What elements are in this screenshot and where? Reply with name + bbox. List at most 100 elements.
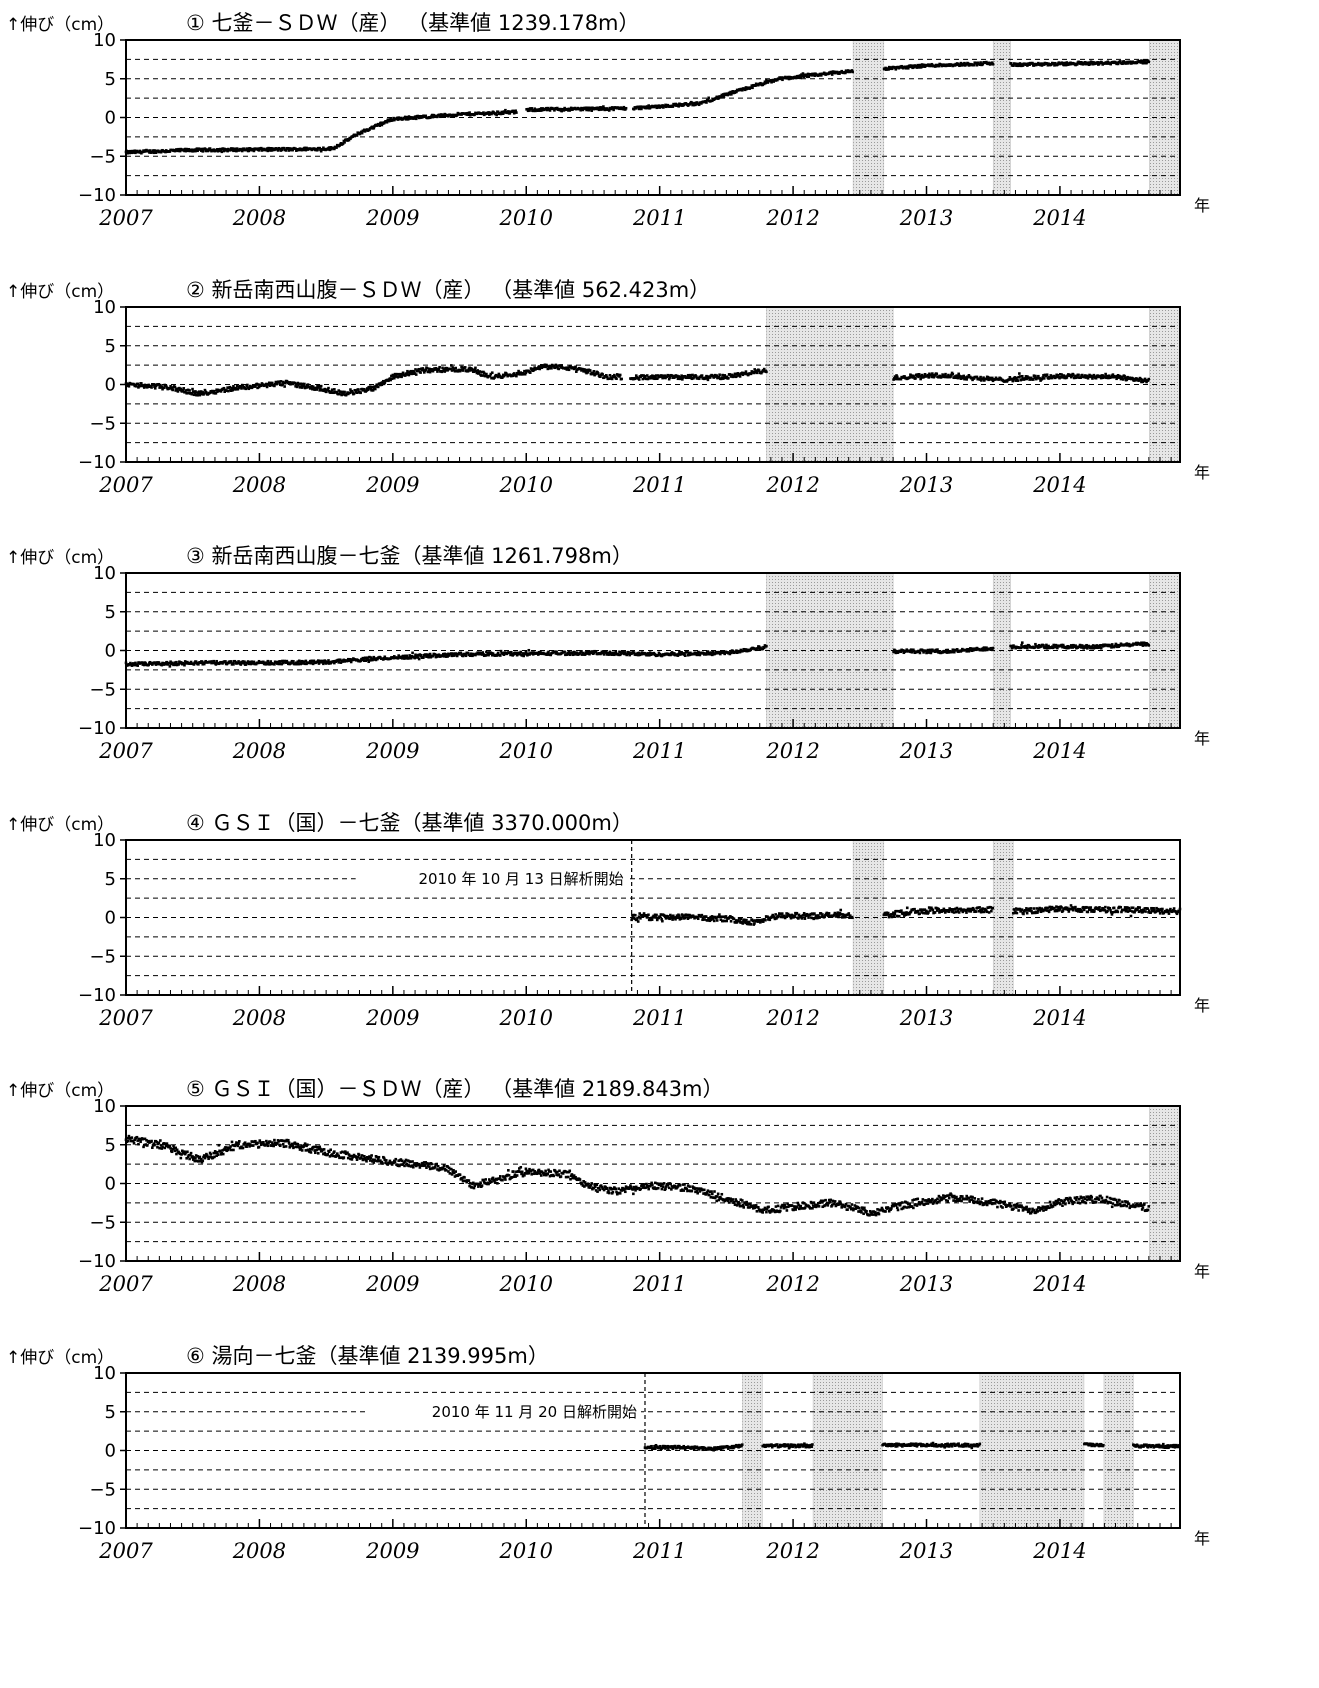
data-point	[615, 376, 618, 380]
data-point	[1110, 912, 1114, 916]
data-point	[690, 376, 694, 380]
data-point	[894, 377, 898, 380]
data-point	[1136, 905, 1140, 909]
data-point	[1058, 376, 1061, 379]
data-point	[927, 910, 930, 914]
data-point	[637, 105, 640, 109]
data-point	[1074, 905, 1077, 908]
y-axis-label: ↑伸び（cm）	[6, 548, 114, 568]
data-point	[581, 108, 585, 112]
data-point	[178, 149, 182, 153]
data-point	[709, 915, 712, 918]
data-point	[744, 921, 747, 924]
data-point	[1085, 643, 1088, 647]
data-point	[770, 914, 774, 918]
data-point	[979, 908, 982, 912]
data-point	[380, 123, 384, 127]
data-point	[961, 63, 965, 67]
data-point	[474, 369, 478, 372]
data-point	[620, 377, 623, 380]
data-point	[338, 658, 342, 662]
data-point	[336, 658, 340, 662]
data-point	[1147, 60, 1151, 64]
data-point	[618, 374, 621, 378]
data-point	[742, 917, 746, 921]
data-point	[1018, 371, 1021, 375]
data-point	[270, 149, 273, 152]
data-point	[607, 109, 611, 112]
data-point	[465, 112, 468, 115]
data-point	[578, 651, 582, 655]
data-point	[635, 653, 639, 657]
data-point	[301, 382, 305, 385]
data-point	[602, 106, 606, 110]
data-point	[744, 86, 748, 89]
data-point	[156, 662, 160, 666]
data-point	[706, 650, 710, 653]
data-point	[1041, 907, 1044, 911]
data-point	[936, 648, 939, 651]
data-point	[444, 368, 448, 372]
data-point	[244, 663, 248, 666]
data-point	[1130, 905, 1133, 909]
data-point	[704, 914, 708, 918]
data-point	[1082, 905, 1085, 909]
data-point	[1065, 907, 1068, 911]
data-point	[461, 654, 465, 658]
data-point	[1052, 906, 1056, 909]
data-point	[748, 920, 751, 923]
data-point	[751, 919, 755, 922]
data-point	[926, 648, 930, 652]
data-point	[1158, 911, 1162, 915]
data-point	[718, 372, 721, 376]
data-point	[154, 151, 158, 155]
data-point	[591, 650, 594, 653]
data-point	[405, 117, 409, 121]
data-point	[283, 384, 286, 388]
data-point	[971, 907, 974, 911]
data-point	[1052, 62, 1056, 65]
data-point	[487, 111, 490, 114]
data-point	[986, 375, 990, 379]
data-point	[379, 381, 383, 384]
data-point	[246, 147, 249, 151]
data-point	[965, 377, 969, 381]
data-point	[743, 371, 747, 375]
data-point	[949, 374, 952, 378]
data-point	[970, 649, 974, 653]
data-point	[947, 909, 951, 913]
data-point	[377, 123, 381, 126]
data-point	[1132, 378, 1136, 382]
data-point	[730, 374, 733, 378]
data-point	[784, 914, 788, 918]
data-point	[904, 66, 908, 70]
data-point	[1153, 908, 1156, 911]
data-point	[408, 371, 411, 375]
data-point	[361, 656, 365, 660]
data-point	[597, 108, 601, 112]
data-point	[417, 653, 420, 657]
data-point	[1167, 911, 1171, 915]
data-point	[276, 381, 279, 385]
data-point	[1134, 908, 1137, 912]
data-point	[168, 665, 172, 668]
data-point	[254, 384, 257, 388]
data-point	[579, 108, 583, 112]
data-point	[596, 107, 600, 110]
data-point	[904, 65, 907, 69]
data-point	[987, 377, 990, 381]
data-point	[664, 916, 668, 920]
data-point	[539, 365, 542, 369]
data-point	[478, 369, 482, 373]
data-point	[892, 910, 895, 914]
data-point	[212, 659, 216, 663]
data-point	[559, 365, 563, 369]
data-point	[1115, 376, 1118, 380]
data-point	[169, 384, 172, 388]
data-point	[289, 147, 293, 150]
data-point	[201, 150, 205, 153]
data-point	[463, 652, 467, 656]
data-point	[403, 115, 407, 119]
data-point	[1147, 908, 1151, 912]
data-point	[1103, 908, 1106, 912]
